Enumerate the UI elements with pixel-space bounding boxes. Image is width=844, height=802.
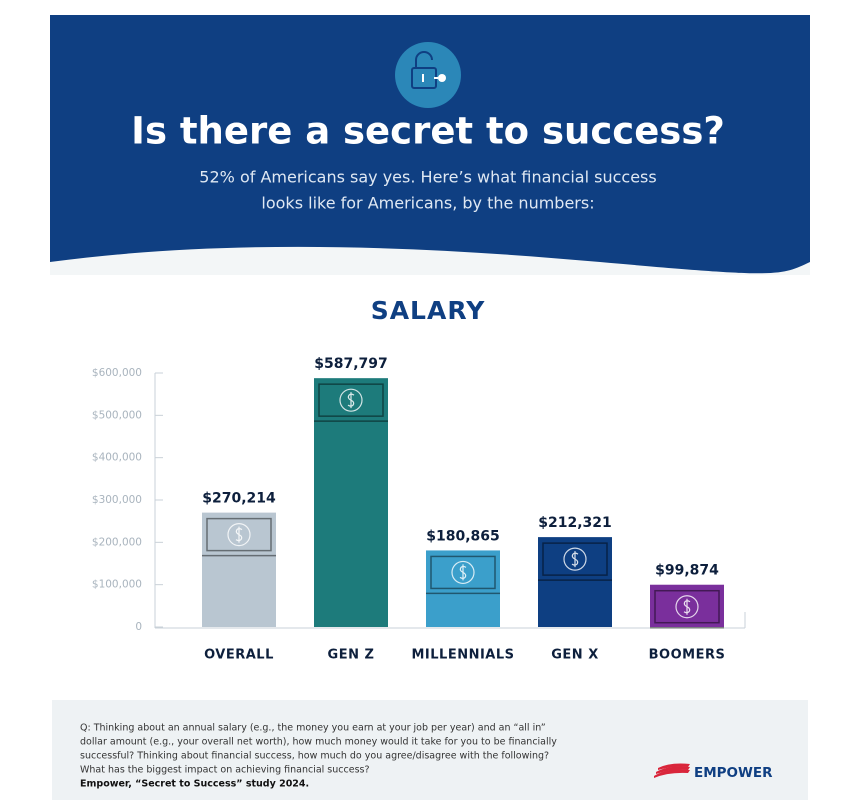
bar	[426, 550, 500, 627]
bill-part	[542, 542, 608, 576]
bill-icon	[426, 555, 500, 595]
y-tick-label: 0	[135, 621, 142, 633]
chart-title: SALARY	[371, 296, 486, 325]
chart-panel	[50, 275, 810, 695]
x-tick-label: GEN X	[551, 648, 598, 663]
footnote: dollar amount (e.g., your overall net wo…	[80, 737, 557, 748]
bill-part	[339, 388, 363, 412]
lock-icon	[395, 42, 461, 108]
x-tick-label: MILLENNIALS	[411, 648, 514, 663]
bill-part	[451, 560, 475, 585]
logo-mark	[654, 763, 690, 778]
bar	[314, 378, 388, 627]
bill-part	[227, 523, 251, 547]
header-subtitle: looks like for Americans, by the numbers…	[261, 194, 594, 213]
x-tick-label: OVERALL	[204, 648, 274, 663]
footnote: What has the biggest impact on achieving…	[80, 765, 370, 776]
footnote: successful? Thinking about financial suc…	[80, 751, 549, 762]
value-label: $270,214	[202, 491, 276, 507]
bill-part	[675, 595, 699, 619]
header-subtitle: 52% of Americans say yes. Here’s what fi…	[199, 168, 656, 187]
y-tick-label: $300,000	[92, 494, 142, 506]
bill-icon	[538, 542, 612, 581]
value-label: $180,865	[426, 528, 500, 544]
logo: EMPOWER	[694, 765, 773, 781]
bill-part	[563, 547, 587, 571]
bill-part	[654, 589, 720, 624]
value-label: $99,874	[655, 563, 719, 579]
footer-panel	[52, 700, 808, 800]
bill-part	[206, 517, 272, 552]
value-label: $587,797	[314, 356, 388, 372]
y-tick-label: $100,000	[92, 579, 142, 591]
y-tick-label: $200,000	[92, 536, 142, 548]
bar	[538, 537, 612, 627]
bill-part	[459, 564, 467, 581]
value-label: $212,321	[538, 515, 612, 531]
bill-part	[318, 383, 384, 417]
x-tick-label: GEN Z	[328, 648, 375, 663]
bill-part	[347, 392, 355, 409]
bill-part	[235, 526, 243, 543]
bill-icon	[650, 589, 724, 629]
source: Empower, “Secret to Success” study 2024.	[80, 779, 309, 790]
y-tick-label: $400,000	[92, 452, 142, 464]
wave	[50, 246, 810, 276]
y-tick-label: $600,000	[92, 367, 142, 379]
bill-part	[571, 551, 579, 568]
bill-icon	[314, 383, 388, 422]
footnote: Q: Thinking about an annual salary (e.g.…	[80, 723, 546, 734]
y-tick-label: $500,000	[92, 409, 142, 421]
x-tick-label: BOOMERS	[649, 648, 726, 663]
header-title: Is there a secret to success?	[131, 110, 725, 153]
bill-icon	[202, 517, 276, 557]
bill-part	[683, 598, 691, 615]
bill-part	[430, 555, 496, 590]
